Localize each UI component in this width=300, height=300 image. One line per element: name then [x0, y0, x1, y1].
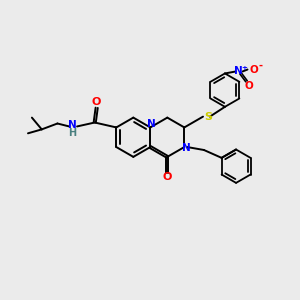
- Text: O: O: [163, 172, 172, 182]
- Text: H: H: [68, 128, 76, 138]
- Text: O: O: [250, 64, 259, 74]
- Text: O: O: [92, 97, 101, 107]
- Text: N: N: [68, 121, 76, 130]
- Text: O: O: [244, 81, 253, 91]
- Text: S: S: [204, 112, 212, 122]
- Text: N: N: [182, 143, 191, 153]
- Text: N: N: [147, 119, 156, 130]
- Text: -: -: [258, 61, 262, 70]
- Text: +: +: [242, 64, 248, 70]
- Text: N: N: [234, 67, 243, 76]
